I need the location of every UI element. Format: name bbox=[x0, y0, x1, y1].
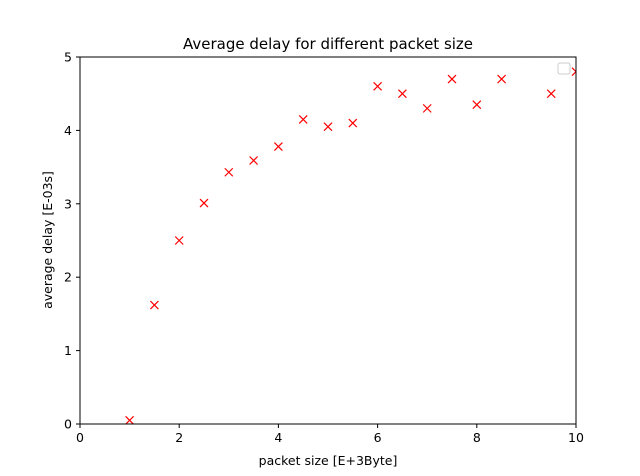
data-point bbox=[397, 89, 407, 99]
data-point bbox=[249, 156, 259, 165]
y-tick-label: 5 bbox=[64, 50, 72, 65]
y-tick-label: 3 bbox=[64, 196, 72, 211]
y-axis-ticks: 0 1 2 3 4 5 bbox=[64, 50, 80, 432]
data-point bbox=[323, 122, 333, 132]
data-markers bbox=[125, 57, 576, 424]
y-axis-label: average delay [E-03s] bbox=[40, 171, 55, 309]
chart-title: Average delay for different packet size bbox=[183, 35, 473, 53]
x-tick-label: 10 bbox=[568, 430, 584, 445]
y-tick-label: 0 bbox=[64, 417, 72, 432]
data-point bbox=[546, 89, 556, 99]
data-point bbox=[199, 198, 209, 208]
data-point bbox=[422, 103, 432, 113]
x-tick-label: 6 bbox=[374, 430, 382, 445]
data-point bbox=[149, 300, 159, 310]
data-point bbox=[224, 167, 234, 177]
data-point bbox=[373, 81, 383, 91]
data-point bbox=[174, 236, 184, 245]
data-point bbox=[571, 67, 576, 77]
legend-box bbox=[557, 62, 571, 75]
data-point bbox=[125, 415, 135, 424]
plot-frame bbox=[79, 56, 577, 425]
x-tick-label: 0 bbox=[76, 430, 84, 445]
y-tick-label: 4 bbox=[64, 123, 72, 138]
data-point bbox=[273, 142, 283, 151]
data-point bbox=[348, 118, 358, 128]
data-point bbox=[522, 57, 531, 58]
data-point bbox=[472, 100, 482, 110]
data-point bbox=[497, 74, 507, 84]
x-tick-label: 2 bbox=[175, 430, 183, 445]
x-tick-label: 8 bbox=[473, 430, 481, 445]
y-tick-label: 2 bbox=[64, 270, 72, 285]
x-axis-label: packet size [E+3Byte] bbox=[259, 453, 398, 468]
data-point bbox=[298, 114, 308, 124]
x-axis-ticks: 0 2 4 6 8 10 bbox=[76, 424, 584, 445]
y-tick-label: 1 bbox=[64, 343, 72, 358]
data-point bbox=[447, 74, 457, 84]
x-tick-label: 4 bbox=[274, 430, 282, 445]
